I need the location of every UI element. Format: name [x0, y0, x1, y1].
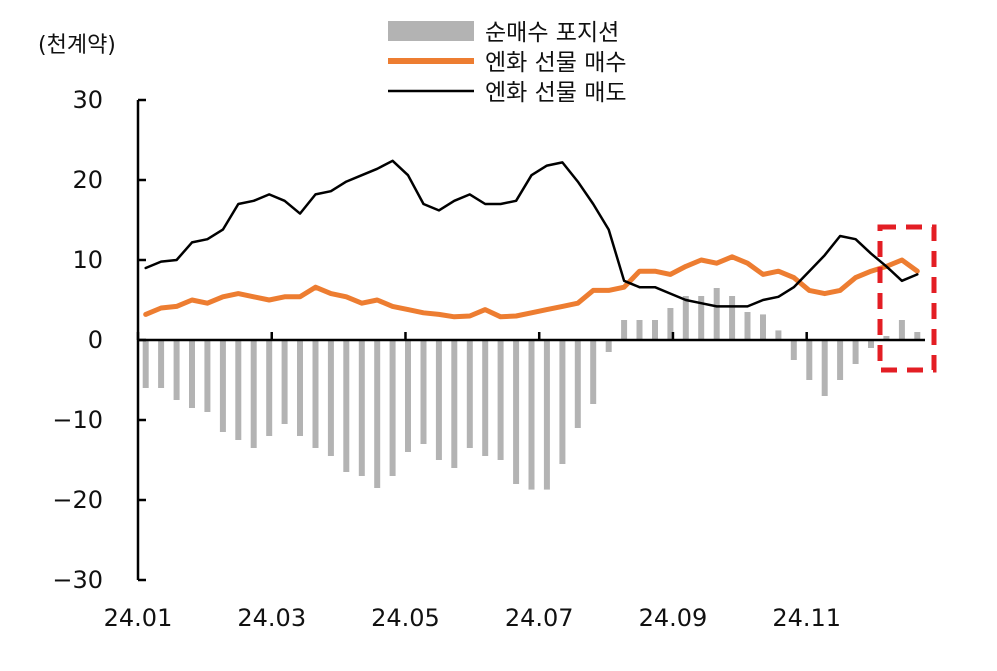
net-position-bar — [605, 340, 612, 352]
net-position-bar — [636, 320, 643, 340]
net-position-bar — [420, 340, 427, 444]
unit-label: (천계약) — [38, 33, 116, 58]
net-position-bar — [204, 340, 211, 412]
net-position-bar — [327, 340, 334, 456]
net-position-bar — [528, 340, 535, 490]
net-position-bar — [312, 340, 319, 448]
net-position-bar — [189, 340, 195, 408]
net-position-bar — [281, 340, 288, 424]
y-tick-label: 0 — [88, 326, 103, 354]
net-position-bar — [482, 340, 489, 456]
x-tick-label: 24.05 — [371, 604, 440, 632]
net-position-bar — [142, 340, 149, 388]
y-tick-labels: −30 −20 −10 0 10 20 30 — [52, 86, 103, 594]
net-position-bar — [559, 340, 566, 464]
net-position-bar — [883, 336, 890, 340]
net-position-bar — [652, 320, 658, 340]
y-tick-label: −10 — [52, 406, 103, 434]
legend-label: 엔화 선물 매수 — [485, 50, 627, 76]
net-position-bar — [374, 340, 381, 488]
net-position-bar — [914, 332, 921, 340]
y-tick-label: −30 — [52, 566, 103, 594]
net-position-bars — [142, 288, 921, 490]
net-position-bar — [358, 340, 365, 476]
x-tick-label: 24.09 — [639, 604, 708, 632]
y-tick-label: −20 — [52, 486, 103, 514]
net-position-bar — [698, 296, 705, 340]
legend-swatch-bar — [388, 21, 474, 41]
net-position-bar — [775, 330, 782, 340]
net-position-bar — [497, 340, 504, 460]
x-tick-label: 24.07 — [505, 604, 574, 632]
x-tick-label: 24.03 — [237, 604, 306, 632]
net-position-bar — [235, 340, 242, 440]
net-position-bar — [543, 340, 550, 490]
net-position-bar — [621, 320, 628, 340]
net-position-bar — [297, 340, 303, 436]
net-position-bar — [405, 340, 411, 452]
line-series — [143, 159, 920, 320]
highlight-box — [877, 224, 937, 373]
net-position-bar — [466, 340, 473, 448]
net-position-bar — [435, 340, 442, 460]
net-position-bar — [806, 340, 813, 380]
net-position-bar — [760, 314, 766, 340]
net-position-bar — [513, 340, 520, 484]
net-position-bar — [898, 320, 905, 340]
net-position-bar — [158, 340, 165, 388]
net-position-bar — [250, 340, 257, 448]
net-position-bar — [590, 340, 597, 404]
net-position-bar — [790, 340, 797, 360]
buy-line — [143, 254, 920, 320]
net-position-bar — [868, 340, 874, 348]
net-position-bar — [343, 340, 350, 472]
net-position-bar — [744, 312, 751, 340]
net-position-bar — [451, 340, 458, 468]
net-position-bar — [729, 296, 736, 340]
net-position-bar — [173, 340, 180, 400]
x-tick-label: 24.11 — [772, 604, 841, 632]
y-tick-label: 10 — [72, 246, 103, 274]
net-position-bar — [682, 296, 689, 340]
net-position-bar — [852, 340, 859, 364]
sell-line — [144, 159, 919, 308]
net-position-bar — [389, 340, 396, 476]
x-tick-labels: 24.01 24.03 24.05 24.07 24.09 24.11 — [104, 604, 841, 632]
net-position-bar — [667, 308, 674, 340]
axes — [136, 98, 925, 582]
legend-label: 순매수 포지션 — [485, 20, 619, 46]
legend-label: 엔화 선물 매도 — [485, 80, 627, 106]
net-position-bar — [219, 340, 226, 432]
y-tick-label: 20 — [72, 166, 103, 194]
net-position-bar — [266, 340, 273, 436]
y-tick-label: 30 — [72, 86, 103, 114]
net-position-bar — [821, 340, 828, 396]
net-position-bar — [713, 288, 720, 340]
x-tick-label: 24.01 — [104, 604, 173, 632]
net-position-bar — [574, 340, 581, 428]
net-position-bar — [837, 340, 844, 380]
